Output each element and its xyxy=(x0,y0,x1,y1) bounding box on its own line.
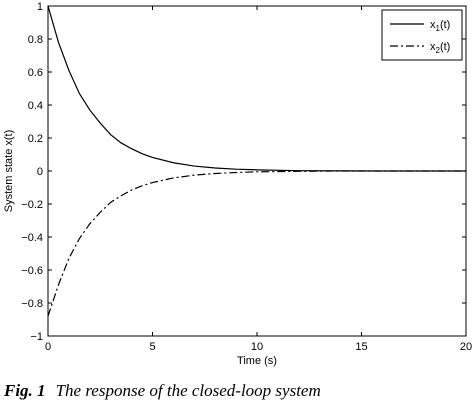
caption-label: Fig. 1 xyxy=(3,381,46,400)
y-tick-label: −0.6 xyxy=(21,265,43,277)
x-tick-label: 5 xyxy=(149,341,155,353)
caption-text: The response of the closed-loop system xyxy=(56,381,321,400)
x-tick-label: 15 xyxy=(355,341,367,353)
y-tick-label: 0 xyxy=(37,166,43,178)
y-tick-label: −0.8 xyxy=(21,298,43,310)
y-axis-label: System state x(t) xyxy=(3,130,15,213)
legend-label-1: x1(t) xyxy=(430,19,450,33)
x-axis-label: Time (s) xyxy=(237,355,277,367)
figure-caption: Fig. 1 The response of the closed-loop sy… xyxy=(3,381,321,400)
y-tick-label: 0.6 xyxy=(28,67,43,79)
x-tick-label: 0 xyxy=(45,341,51,353)
legend-label-2: x2(t) xyxy=(430,41,450,55)
x-tick-label: 20 xyxy=(460,341,472,353)
y-tick-label: 0.8 xyxy=(28,34,43,46)
y-tick-label: 0.4 xyxy=(28,100,43,112)
legend: x1(t) x2(t) xyxy=(381,9,463,61)
x-tick-label: 10 xyxy=(251,341,263,353)
y-tick-label: −0.4 xyxy=(21,232,43,244)
y-tick-label: 0.2 xyxy=(28,133,43,145)
y-tick-label: 1 xyxy=(37,1,43,13)
y-tick-label: −1 xyxy=(30,331,43,343)
x-axis-ticks: 0 5 10 15 20 xyxy=(45,6,472,353)
y-tick-label: −0.2 xyxy=(21,199,43,211)
series-lines xyxy=(47,5,466,317)
y-axis-ticks: −1 −0.8 −0.6 −0.4 −0.2 0 0.2 0.4 0.6 0.8 1 xyxy=(21,1,466,343)
series-line-2 xyxy=(47,170,466,317)
legend-box xyxy=(381,9,463,61)
